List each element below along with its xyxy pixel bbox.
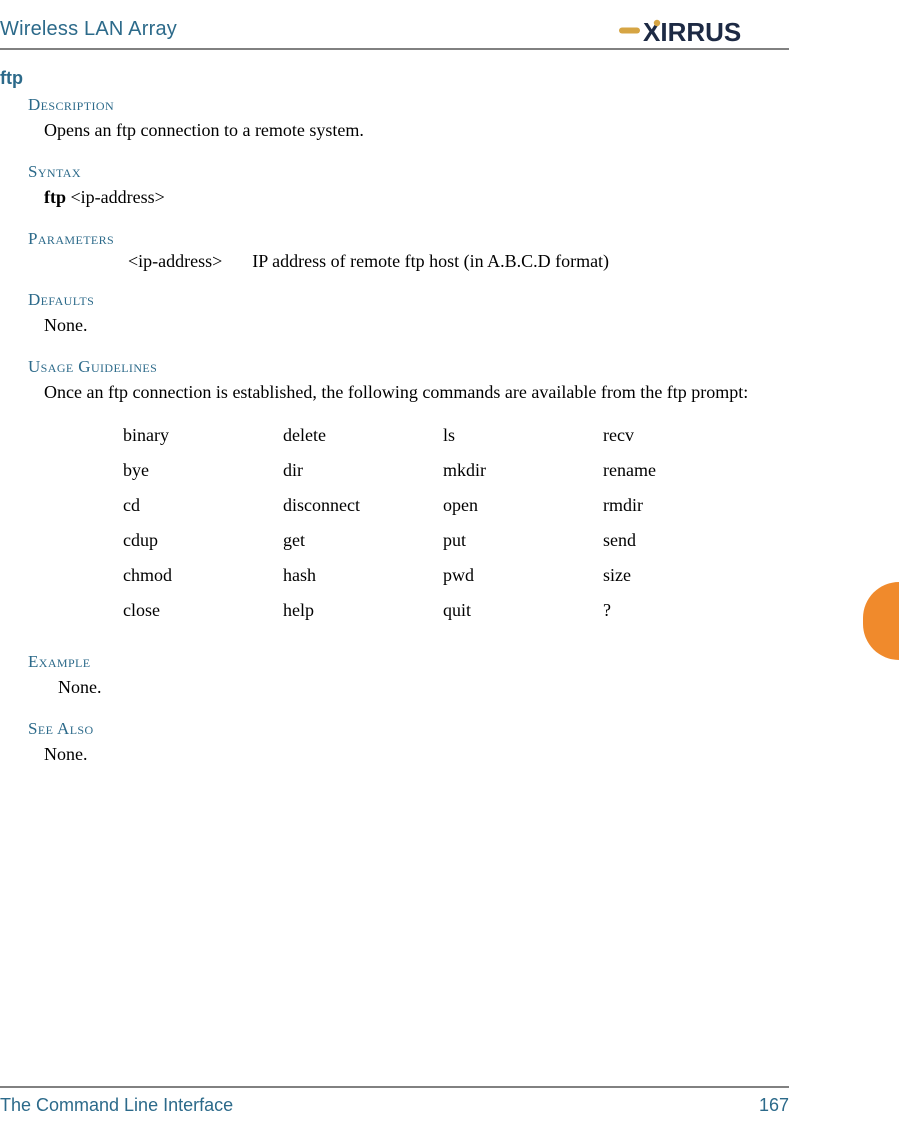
heading-defaults: Defaults (28, 290, 789, 310)
table-row: binary delete ls recv (123, 418, 763, 453)
cmd-cell: disconnect (283, 488, 443, 523)
cmd-cell: mkdir (443, 453, 603, 488)
cmd-cell: binary (123, 418, 283, 453)
parameter-desc: IP address of remote ftp host (in A.B.C.… (252, 251, 609, 272)
heading-see-also: See Also (28, 719, 789, 739)
cmd-cell: ? (603, 593, 763, 628)
syntax-command: ftp (44, 187, 66, 207)
table-row: bye dir mkdir rename (123, 453, 763, 488)
section-usage: Usage Guidelines Once an ftp connection … (28, 357, 789, 628)
cmd-cell: put (443, 523, 603, 558)
page: Wireless LAN Array XIRRUS ftp Descriptio… (0, 0, 899, 1134)
table-row: cd disconnect open rmdir (123, 488, 763, 523)
cmd-cell: cdup (123, 523, 283, 558)
section-syntax: Syntax ftp <ip-address> (28, 162, 789, 211)
heading-description: Description (28, 95, 789, 115)
syntax-args: <ip-address> (66, 187, 165, 207)
cmd-cell: chmod (123, 558, 283, 593)
cmd-cell: quit (443, 593, 603, 628)
cmd-cell: recv (603, 418, 763, 453)
side-tab-indicator (863, 582, 899, 660)
footer-section-title: The Command Line Interface (0, 1095, 233, 1116)
cmd-cell: get (283, 523, 443, 558)
table-row: chmod hash pwd size (123, 558, 763, 593)
cmd-cell: close (123, 593, 283, 628)
ftp-commands-table: binary delete ls recv bye dir mkdir rena… (123, 418, 763, 628)
heading-parameters: Parameters (28, 229, 789, 249)
cmd-cell: rmdir (603, 488, 763, 523)
content-area: ftp Description Opens an ftp connection … (0, 60, 789, 1092)
cmd-cell: delete (283, 418, 443, 453)
heading-example: Example (28, 652, 789, 672)
description-text: Opens an ftp connection to a remote syst… (44, 117, 789, 144)
footer-page-number: 167 (759, 1095, 789, 1116)
heading-usage: Usage Guidelines (28, 357, 789, 377)
table-row: close help quit ? (123, 593, 763, 628)
defaults-text: None. (44, 312, 789, 339)
see-also-text: None. (44, 741, 789, 768)
cmd-cell: open (443, 488, 603, 523)
section-example: Example None. (28, 652, 789, 701)
section-description: Description Opens an ftp connection to a… (28, 95, 789, 144)
cmd-cell: hash (283, 558, 443, 593)
heading-syntax: Syntax (28, 162, 789, 182)
table-row: cdup get put send (123, 523, 763, 558)
command-title: ftp (0, 68, 789, 89)
cmd-cell: ls (443, 418, 603, 453)
example-text: None. (58, 674, 789, 701)
cmd-cell: bye (123, 453, 283, 488)
cmd-cell: send (603, 523, 763, 558)
footer-rule (0, 1086, 789, 1088)
section-see-also: See Also None. (28, 719, 789, 768)
cmd-cell: pwd (443, 558, 603, 593)
cmd-cell: cd (123, 488, 283, 523)
parameter-name: <ip-address> (128, 251, 222, 272)
header-title: Wireless LAN Array (0, 18, 177, 40)
section-defaults: Defaults None. (28, 290, 789, 339)
cmd-cell: help (283, 593, 443, 628)
cmd-cell: size (603, 558, 763, 593)
xirrus-logo-icon: XIRRUS (619, 16, 789, 48)
header-rule (0, 48, 789, 50)
usage-text: Once an ftp connection is established, t… (44, 379, 789, 406)
page-footer: The Command Line Interface 167 (0, 1095, 789, 1116)
cmd-cell: rename (603, 453, 763, 488)
parameter-row: <ip-address> IP address of remote ftp ho… (128, 251, 789, 272)
syntax-text: ftp <ip-address> (44, 184, 789, 211)
cmd-cell: dir (283, 453, 443, 488)
section-parameters: Parameters <ip-address> IP address of re… (28, 229, 789, 272)
